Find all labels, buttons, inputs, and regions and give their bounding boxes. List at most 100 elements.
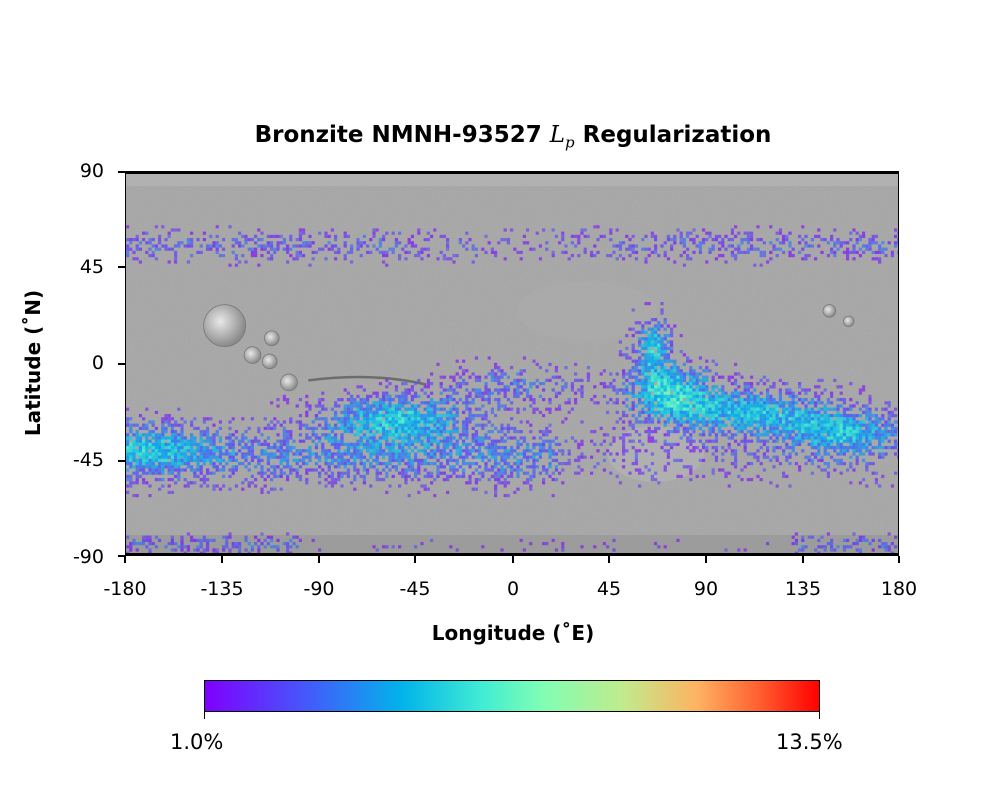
abundance-pixel <box>190 241 194 245</box>
abundance-pixel <box>554 382 558 386</box>
abundance-pixel <box>497 481 501 485</box>
abundance-pixel <box>346 420 350 424</box>
abundance-pixel <box>663 465 667 469</box>
abundance-pixel <box>593 401 597 405</box>
abundance-pixel <box>375 417 379 421</box>
abundance-pixel <box>375 410 379 414</box>
abundance-pixel <box>385 385 389 389</box>
abundance-pixel <box>663 394 667 398</box>
abundance-pixel <box>212 433 216 437</box>
abundance-pixel <box>481 414 485 418</box>
abundance-pixel <box>602 382 606 386</box>
abundance-pixel <box>529 385 533 389</box>
abundance-pixel <box>206 417 210 421</box>
abundance-pixel <box>503 426 507 430</box>
abundance-pixel <box>644 369 648 373</box>
abundance-pixel <box>679 414 683 418</box>
abundance-pixel <box>801 257 805 261</box>
abundance-pixel <box>132 542 136 546</box>
abundance-pixel <box>654 410 658 414</box>
basin <box>517 280 658 341</box>
abundance-pixel <box>676 430 680 434</box>
abundance-pixel <box>711 398 715 402</box>
abundance-pixel <box>446 241 450 245</box>
abundance-pixel <box>881 542 885 546</box>
abundance-pixel <box>820 545 824 549</box>
abundance-pixel <box>250 548 254 552</box>
abundance-pixel <box>769 407 773 411</box>
abundance-pixel <box>855 548 859 552</box>
abundance-pixel <box>497 471 501 475</box>
abundance-pixel <box>286 455 290 459</box>
abundance-pixel <box>660 391 664 395</box>
abundance-pixel <box>142 452 146 456</box>
abundance-pixel <box>398 241 402 245</box>
abundance-pixel <box>894 420 898 424</box>
abundance-pixel <box>375 442 379 446</box>
abundance-pixel <box>423 426 427 430</box>
abundance-pixel <box>708 250 712 254</box>
abundance-pixel <box>702 423 706 427</box>
abundance-pixel <box>359 439 363 443</box>
abundance-pixel <box>404 471 408 475</box>
abundance-pixel <box>666 449 670 453</box>
abundance-pixel <box>404 442 408 446</box>
abundance-pixel <box>884 446 888 450</box>
abundance-pixel <box>871 257 875 261</box>
abundance-pixel <box>372 244 376 248</box>
abundance-pixel <box>433 423 437 427</box>
abundance-pixel <box>375 455 379 459</box>
abundance-pixel <box>369 417 373 421</box>
abundance-pixel <box>650 478 654 482</box>
abundance-pixel <box>497 369 501 373</box>
abundance-pixel <box>650 350 654 354</box>
abundance-pixel <box>647 430 651 434</box>
abundance-pixel <box>865 449 869 453</box>
abundance-pixel <box>890 254 894 258</box>
abundance-pixel <box>791 430 795 434</box>
abundance-pixel <box>366 414 370 418</box>
abundance-pixel <box>759 414 763 418</box>
abundance-pixel <box>145 449 149 453</box>
abundance-pixel <box>423 247 427 251</box>
abundance-pixel <box>670 346 674 350</box>
abundance-pixel <box>593 225 597 229</box>
abundance-pixel <box>897 426 898 430</box>
abundance-pixel <box>657 481 661 485</box>
abundance-pixel <box>641 372 645 376</box>
abundance-pixel <box>740 398 744 402</box>
abundance-pixel <box>330 481 334 485</box>
abundance-pixel <box>705 359 709 363</box>
abundance-pixel <box>622 465 626 469</box>
abundance-pixel <box>145 250 149 254</box>
abundance-pixel <box>209 449 213 453</box>
abundance-pixel <box>874 426 878 430</box>
abundance-pixel <box>180 426 184 430</box>
abundance-pixel <box>446 420 450 424</box>
abundance-pixel <box>260 487 264 491</box>
abundance-pixel <box>833 254 837 258</box>
abundance-pixel <box>270 426 274 430</box>
abundance-pixel <box>551 254 555 258</box>
abundance-pixel <box>471 244 475 248</box>
abundance-pixel <box>884 247 888 251</box>
abundance-pixel <box>471 401 475 405</box>
abundance-pixel <box>804 545 808 549</box>
abundance-pixel <box>871 436 875 440</box>
abundance-pixel <box>785 446 789 450</box>
abundance-pixel <box>791 423 795 427</box>
abundance-pixel <box>263 244 267 248</box>
abundance-pixel <box>503 455 507 459</box>
abundance-pixel <box>446 490 450 494</box>
abundance-pixel <box>692 404 696 408</box>
abundance-pixel <box>865 439 869 443</box>
abundance-pixel <box>404 423 408 427</box>
abundance-pixel <box>631 382 635 386</box>
abundance-pixel <box>138 414 142 418</box>
abundance-pixel <box>833 426 837 430</box>
abundance-pixel <box>836 417 840 421</box>
abundance-pixel <box>554 458 558 462</box>
abundance-pixel <box>154 244 158 248</box>
abundance-pixel <box>641 394 645 398</box>
abundance-pixel <box>657 401 661 405</box>
